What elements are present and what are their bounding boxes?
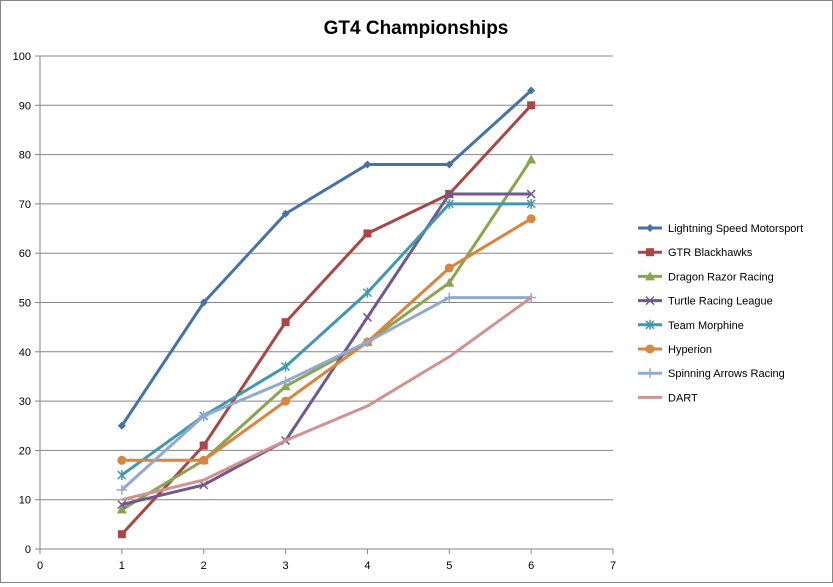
legend-marker [645,344,655,354]
data-point: Turtle Racing League: 47 [362,312,372,322]
data-point: Lightning Speed Motorsport: 68 [281,209,290,218]
data-point: GTR Blackhawks: 21 [199,441,208,450]
y-tick-label: 100 [13,51,31,63]
data-point: Turtle Racing League: 13 [199,480,209,490]
legend-item: Team Morphine [638,319,744,332]
legend-item: Turtle Racing League [638,296,773,308]
y-tick-label: 50 [19,298,31,310]
legend-marker [645,368,655,379]
data-point: Lightning Speed Motorsport: 78 [445,160,454,169]
series-line [121,217,532,462]
data-point: GTR Blackhawks: 90 [527,101,536,110]
data-point: Hyperion: 18 [117,455,127,465]
legend-item: Spinning Arrows Racing [638,368,785,380]
data-point: Lightning Speed Motorsport: 78 [363,160,372,169]
series-3: Turtle Racing League: 9 Turtle Racing Lea… [117,189,536,510]
x-tick-label: 5 [446,560,452,572]
legend-label: Turtle Racing League [668,296,773,308]
legend-label: Lightning Speed Motorsport [668,223,803,235]
series-group: Lightning Speed Motorsport: 25 Lightning … [116,86,537,539]
data-point: Lightning Speed Motorsport: 50 [199,298,208,307]
data-point: Spinning Arrows Racing: 42 [362,336,373,347]
legend-item: GTR Blackhawks [638,247,753,259]
y-tick-label: 70 [19,199,31,211]
data-point: Spinning Arrows Racing: 12 [116,484,127,495]
data-point: Lightning Speed Motorsport: 25 [117,421,126,430]
data-point: GTR Blackhawks: 46 [281,318,290,327]
data-point: Turtle Racing League: 72 [526,189,536,199]
gridlines [40,55,613,501]
series-5: Hyperion: 18 Hyperion: 18 Hyperion: 30 Hype… [117,214,536,465]
legend-label: Hyperion [668,344,712,356]
legend-item: DART [638,392,698,404]
data-point: GTR Blackhawks: 64 [363,229,372,238]
data-point: Hyperion: 30 [281,396,291,406]
x-tick-label: 1 [119,560,125,572]
data-point: Turtle Racing League: 72 [444,189,454,199]
legend-item: Dragon Razor Racing [638,271,774,283]
data-point: Hyperion: 67 [526,214,536,224]
legend-item: Lightning Speed Motorsport [638,223,803,235]
data-point: Dragon Razor Racing: 54 [444,277,455,287]
legend-marker [646,224,654,232]
data-point: Team Morphine: 70 [444,198,454,209]
legend-label: Team Morphine [668,320,744,332]
x-tick-label: 2 [201,560,207,572]
data-point: Spinning Arrows Racing: 34 [280,376,291,387]
legend-label: GTR Blackhawks [668,247,753,259]
y-tick-label: 90 [19,100,31,112]
series-line [120,202,532,477]
legend-item: Hyperion [638,344,712,356]
series-line [120,104,533,536]
data-point: Team Morphine: 70 [526,198,536,209]
y-tick-label: 60 [19,248,31,260]
x-tick-label: 0 [37,560,43,572]
legend-label: Spinning Arrows Racing [668,368,785,380]
series-line [121,192,532,507]
data-point: Spinning Arrows Racing: 51 [444,292,455,303]
data-point: Dragon Razor Racing: 79 [526,154,537,164]
legend-label: DART [668,392,698,404]
data-point: Turtle Racing League: 9 [117,500,127,510]
legend-marker [645,271,655,281]
legend-marker [646,248,654,257]
y-tick-label: 80 [19,150,31,162]
data-point: Hyperion: 57 [444,263,454,273]
series-line [120,89,533,427]
legend: Lightning Speed Motorsport GTR Blackhawks… [638,223,803,404]
series-line [121,296,533,502]
data-point: Spinning Arrows Racing: 27 [198,410,209,421]
chart-title: GT4 Championships [324,18,509,39]
series-7 [121,296,533,502]
series-6: Spinning Arrows Racing: 12 Spinning Arrow… [116,292,537,495]
y-tick-label: 40 [19,347,31,359]
data-point: Lightning Speed Motorsport: 93 [527,86,536,95]
series-0: Lightning Speed Motorsport: 25 Lightning … [117,86,536,430]
data-point: Hyperion: 18 [199,455,209,465]
data-point: Team Morphine: 37 [281,361,291,372]
series-line [120,296,532,491]
axes: 0 10 20 30 40 50 60 70 80 90 100 0 1 2 3 4 5 6 7 [13,51,616,572]
series-line [121,158,533,511]
x-tick-label: 7 [610,560,616,572]
legend-label: Dragon Razor Racing [668,271,774,283]
data-point: Team Morphine: 15 [117,470,127,481]
x-tick-label: 4 [364,560,370,572]
y-tick-label: 20 [19,445,31,457]
y-tick-label: 30 [19,396,31,408]
legend-marker [645,296,655,306]
y-tick-label: 0 [25,544,31,556]
y-tick-label: 10 [19,495,31,507]
data-point: Dragon Razor Racing: 8 [116,504,127,514]
legend-marker [645,319,655,330]
data-point: GTR Blackhawks: 3 [117,530,126,539]
data-point: Team Morphine: 52 [362,287,372,298]
x-tick-label: 6 [528,560,534,572]
x-tick-label: 3 [283,560,289,572]
